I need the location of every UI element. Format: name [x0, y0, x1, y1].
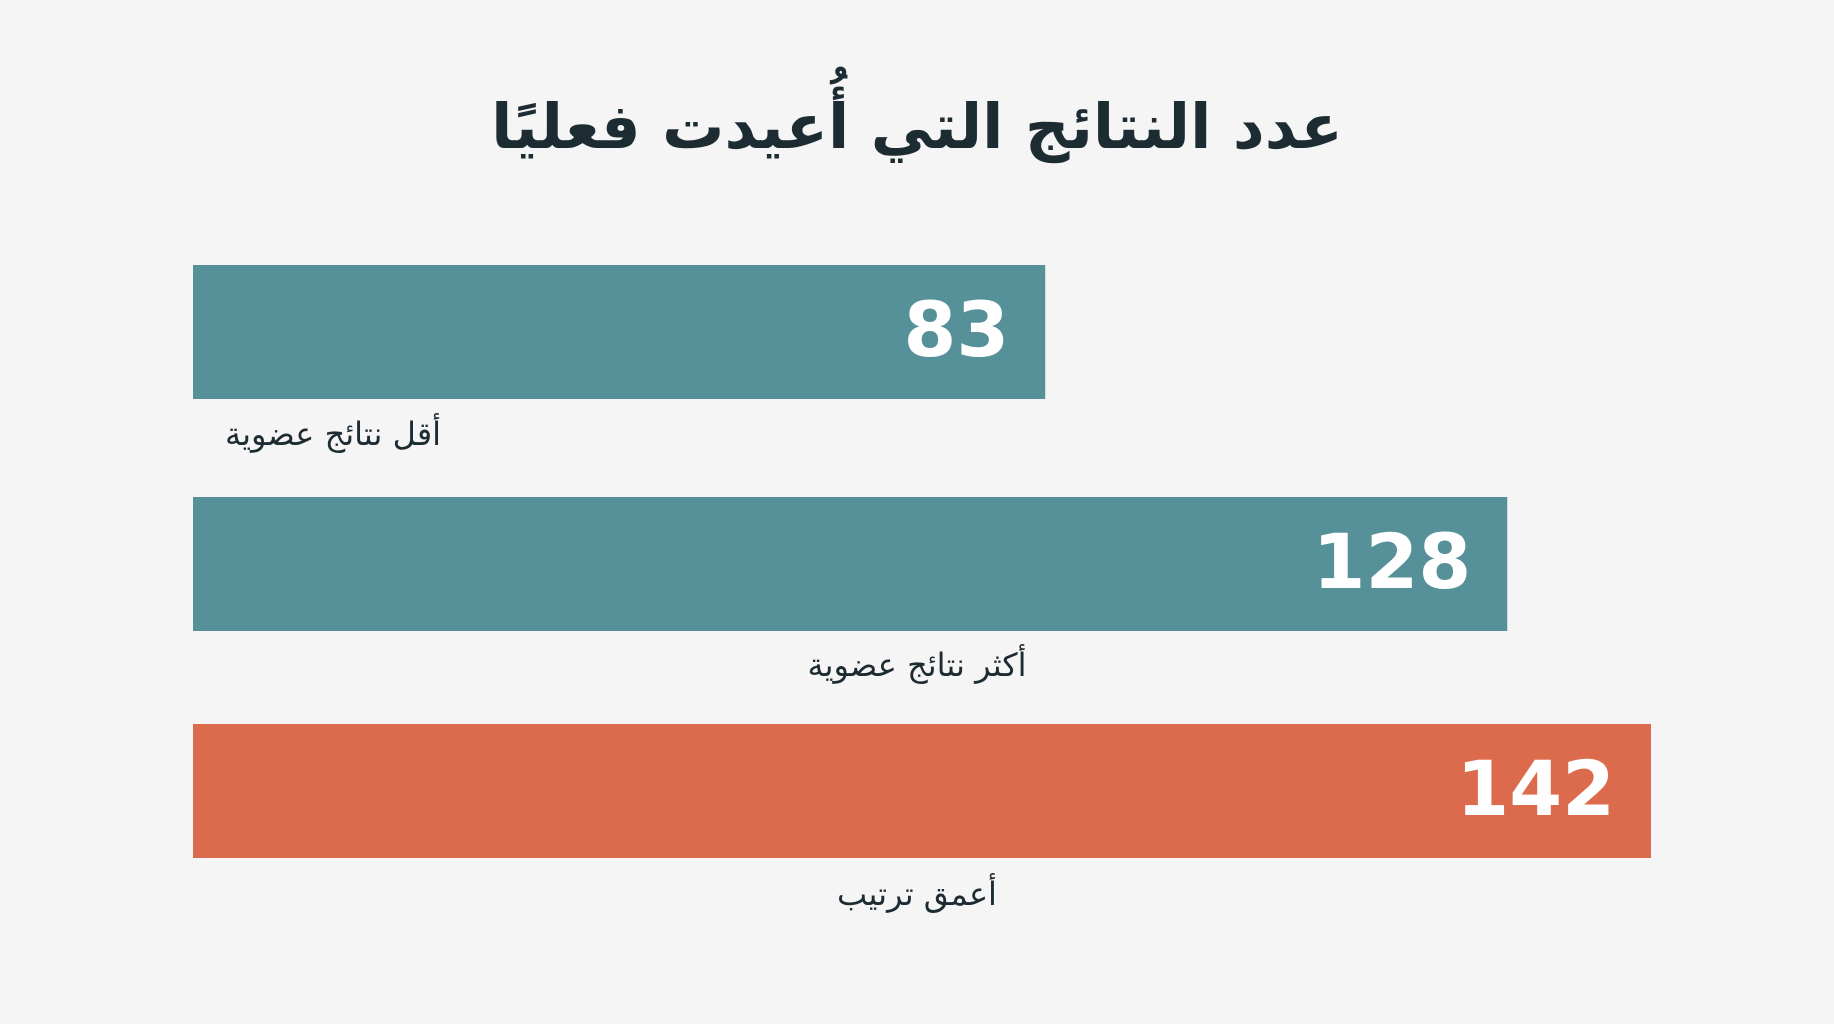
category-label: أكثر نتائج عضوية: [807, 644, 1026, 684]
category-label: أعمق ترتيب: [837, 873, 997, 913]
category-label: أقل نتائج عضوية: [225, 413, 441, 453]
bar: [193, 724, 1651, 858]
value-label: 128: [1313, 517, 1472, 606]
bar: [193, 265, 1046, 399]
bar: [193, 497, 1508, 631]
value-label: 142: [1456, 744, 1615, 833]
chart-title: عدد النتائج التي أُعيدت فعليًا: [491, 67, 1343, 163]
value-label: 83: [903, 285, 1009, 374]
